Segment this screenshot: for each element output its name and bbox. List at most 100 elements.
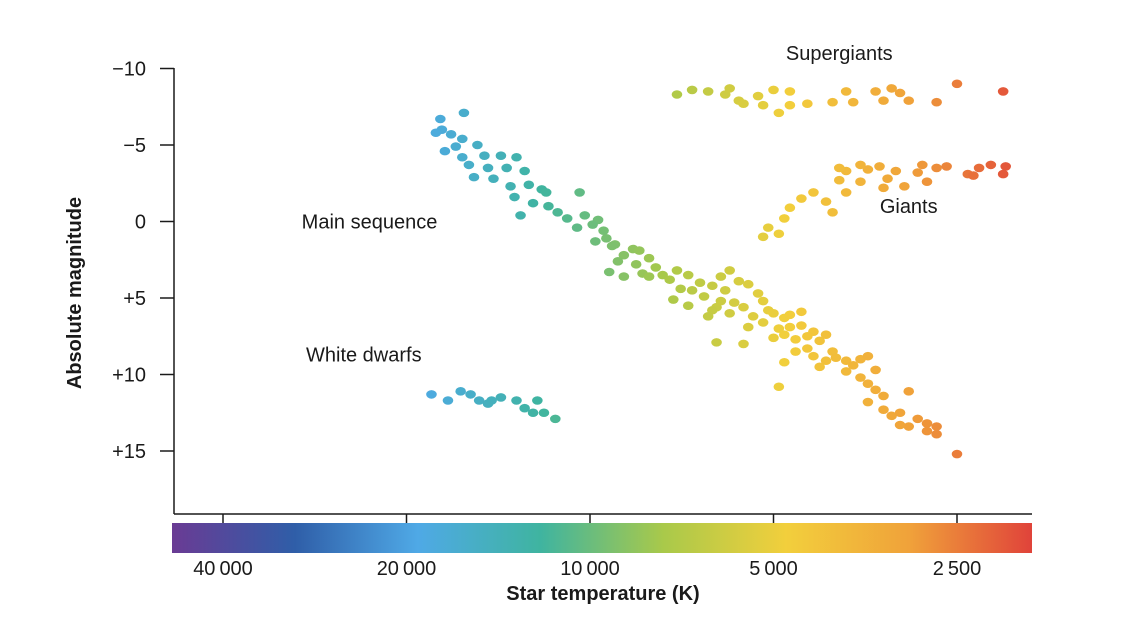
star-point (808, 188, 819, 197)
star-point (479, 151, 490, 161)
star-point (473, 396, 485, 405)
star-point (715, 296, 727, 306)
star-point (488, 174, 499, 183)
star-point (752, 91, 764, 101)
star-point (519, 403, 530, 413)
star-point (435, 114, 446, 124)
star-point (941, 162, 952, 171)
star-point (482, 163, 494, 173)
star-point (509, 192, 520, 202)
giants-points (757, 160, 1011, 242)
star-point (671, 90, 683, 99)
x-tick-label: 10 000 (560, 558, 620, 580)
star-point (921, 426, 933, 436)
star-point (587, 220, 598, 229)
star-point (768, 333, 779, 343)
star-point (814, 362, 825, 372)
star-point (784, 322, 796, 332)
star-point (820, 356, 832, 366)
star-point (796, 321, 807, 330)
star-point (968, 171, 979, 180)
star-point (878, 96, 889, 105)
star-point (912, 168, 924, 177)
star-point (752, 289, 764, 298)
star-point (855, 373, 866, 382)
star-point (833, 175, 845, 185)
star-point (724, 84, 735, 93)
star-point (762, 223, 774, 232)
data-points (426, 79, 1011, 459)
x-axis-title: Star temperature (K) (506, 583, 699, 605)
star-point (550, 414, 561, 424)
star-point (862, 165, 874, 174)
star-point (796, 194, 807, 203)
star-point (456, 134, 468, 144)
star-point (878, 391, 889, 401)
star-point (830, 353, 842, 362)
star-point (643, 272, 655, 281)
star-point (870, 365, 881, 375)
star-point (598, 226, 609, 235)
star-point (840, 188, 852, 197)
star-point (527, 198, 539, 208)
star-point (827, 97, 838, 107)
star-point (657, 270, 668, 280)
star-point (719, 286, 731, 295)
star-point (847, 361, 859, 370)
star-point (882, 174, 893, 183)
star-point (523, 180, 535, 190)
star-point (603, 267, 615, 277)
star-point (682, 301, 694, 310)
star-point (439, 146, 451, 156)
y-axis-title: Absolute magnitude (64, 197, 86, 389)
star-point (784, 203, 796, 213)
star-point (899, 182, 910, 191)
star-point (612, 256, 624, 266)
star-point (855, 160, 866, 170)
star-point (733, 276, 745, 286)
star-point (668, 295, 679, 304)
star-point (543, 201, 554, 211)
region-label: Supergiants (786, 43, 893, 65)
star-point (707, 281, 718, 291)
star-point (742, 279, 754, 289)
star-point (870, 385, 881, 395)
star-point (747, 312, 759, 321)
star-point (903, 387, 915, 396)
star-point (840, 367, 852, 376)
supergiants-points (671, 79, 1009, 118)
star-point (738, 99, 749, 108)
star-point (985, 160, 997, 170)
star-point (862, 397, 874, 407)
star-point (862, 379, 874, 388)
y-tick-label: −10 (112, 59, 146, 81)
star-point (878, 183, 889, 193)
star-point (455, 387, 466, 396)
star-point (724, 309, 735, 318)
star-point (630, 260, 642, 269)
y-tick-label: +15 (112, 441, 146, 463)
star-point (686, 85, 698, 95)
star-point (472, 140, 483, 150)
star-point (618, 250, 630, 260)
star-point (606, 241, 618, 251)
x-tick-label: 20 000 (377, 558, 437, 580)
star-point (450, 142, 462, 151)
star-point (634, 246, 645, 255)
star-point (574, 188, 585, 197)
star-point (903, 96, 915, 105)
star-point (931, 429, 942, 439)
star-point (486, 396, 497, 405)
star-point (894, 408, 906, 418)
star-point (579, 211, 591, 220)
star-point (779, 330, 790, 340)
star-point (724, 266, 735, 275)
star-point (702, 87, 714, 96)
star-point (715, 272, 727, 281)
star-point (505, 182, 516, 191)
star-point (757, 296, 769, 306)
star-point (931, 163, 942, 173)
star-point (430, 128, 442, 138)
star-point (728, 298, 740, 307)
